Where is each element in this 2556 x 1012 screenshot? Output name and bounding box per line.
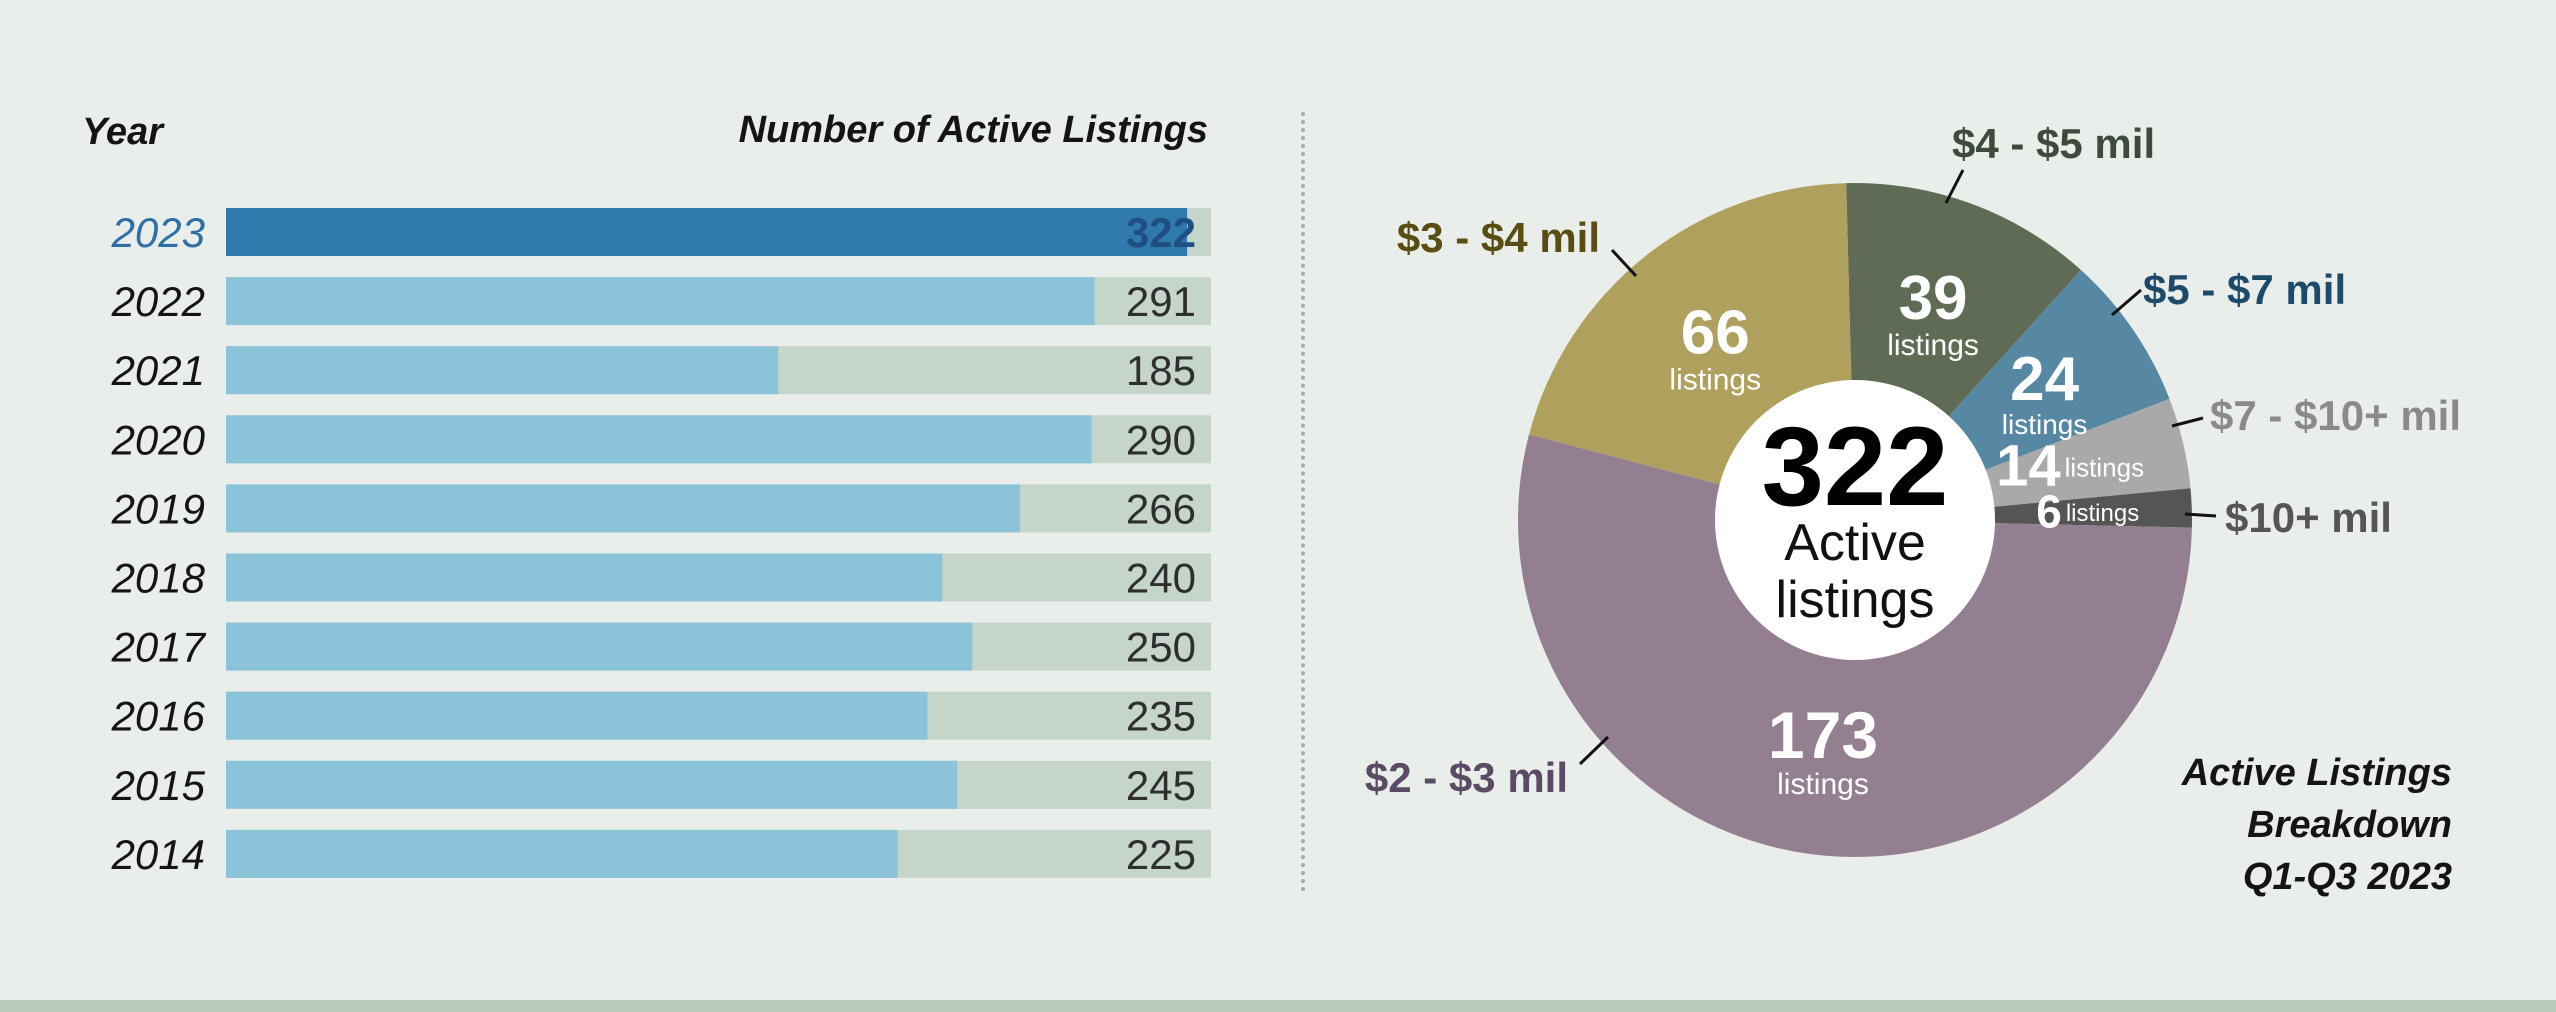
slice-unit: listings: [1669, 364, 1761, 397]
year-label: 2019: [111, 485, 205, 532]
value-label: 291: [1126, 278, 1196, 325]
slice-unit: listings: [1777, 768, 1869, 801]
leader-line: [2111, 288, 2142, 317]
slice-label: $5 - $7 mil: [2143, 266, 2346, 313]
bar-row: 2014 225: [111, 829, 1211, 878]
slice-value: 6: [2036, 486, 2062, 538]
bar: [226, 208, 1188, 256]
bar: [226, 415, 1092, 464]
bar-row: 2015 245: [111, 760, 1211, 809]
year-label: 2016: [111, 693, 206, 740]
slice-label: $7 - $10+ mil: [2210, 392, 2461, 439]
slice-value: 24: [2010, 345, 2079, 414]
footer-strip: [0, 1000, 2556, 1012]
pie-title-line-2: Breakdown: [2247, 804, 2452, 846]
leader-line: [1944, 169, 1965, 204]
bar-row: 2023 322: [111, 208, 1211, 256]
slice-unit: listings: [1887, 329, 1979, 362]
bar-row: 2017 250: [111, 622, 1211, 671]
bar-row: 2022 291: [111, 277, 1211, 326]
pie-title-line-1: Active Listings: [2181, 752, 2452, 794]
slice-value: 14: [1996, 433, 2061, 498]
year-label: 2022: [111, 278, 205, 325]
bar: [226, 691, 928, 740]
slice-value: 173: [1768, 698, 1878, 772]
year-label: 2017: [111, 624, 207, 671]
bar: [226, 484, 1020, 533]
year-label: 2018: [111, 555, 206, 602]
slice-label: $4 - $5 mil: [1952, 120, 2155, 167]
year-label: 2014: [111, 831, 205, 878]
slice-value: 39: [1899, 264, 1968, 333]
year-label: 2020: [111, 416, 206, 463]
year-label: 2021: [111, 347, 205, 394]
value-label: 235: [1126, 693, 1196, 740]
year-header: Year: [82, 111, 165, 153]
year-label: 2015: [111, 762, 206, 809]
slice-unit: listings: [2065, 453, 2144, 483]
slice-label: $10+ mil: [2225, 494, 2392, 541]
value-label: 245: [1126, 762, 1196, 809]
slice-unit: listings: [2002, 409, 2088, 440]
slice-label: $3 - $4 mil: [1397, 214, 1600, 261]
bar: [226, 346, 779, 395]
value-label: 185: [1126, 347, 1196, 394]
bar-row: 2020 290: [111, 415, 1211, 464]
leader-line: [2171, 416, 2204, 428]
bar: [226, 553, 943, 602]
pie-center-label-1: Active: [1784, 514, 1926, 572]
slice-value: 66: [1681, 299, 1750, 368]
chart-divider: [1301, 112, 1305, 892]
pie-center-value: 322: [1762, 404, 1949, 529]
bar: [226, 760, 958, 809]
leader-line: [1578, 735, 1610, 766]
value-label: 240: [1126, 555, 1196, 602]
leader-line: [1610, 248, 1638, 278]
bar-row: 2016 235: [111, 691, 1211, 740]
leader-line: [2184, 512, 2217, 518]
value-header: Number of Active Listings: [739, 109, 1208, 151]
pie-center-label-2: listings: [1776, 571, 1935, 629]
value-label: 266: [1126, 485, 1196, 532]
value-label: 250: [1126, 624, 1196, 671]
bar: [226, 622, 973, 671]
bar-row: 2019 266: [111, 484, 1211, 533]
bar: [226, 277, 1095, 326]
bar-row: 2021 185: [111, 346, 1211, 395]
bar: [226, 829, 898, 878]
slice-unit: listings: [2066, 500, 2139, 527]
slice-label: $2 - $3 mil: [1365, 754, 1568, 801]
value-label: 225: [1126, 831, 1196, 878]
value-label: 322: [1126, 209, 1196, 256]
pie-center-hole: [1715, 380, 1995, 660]
bar-row: 2018 240: [111, 553, 1211, 602]
bar-chart: Year Number of Active Listings 2023 32220…: [82, 109, 1211, 878]
pie-title-line-3: Q1-Q3 2023: [2243, 856, 2452, 898]
year-label: 2023: [111, 209, 205, 256]
value-label: 290: [1126, 416, 1196, 463]
